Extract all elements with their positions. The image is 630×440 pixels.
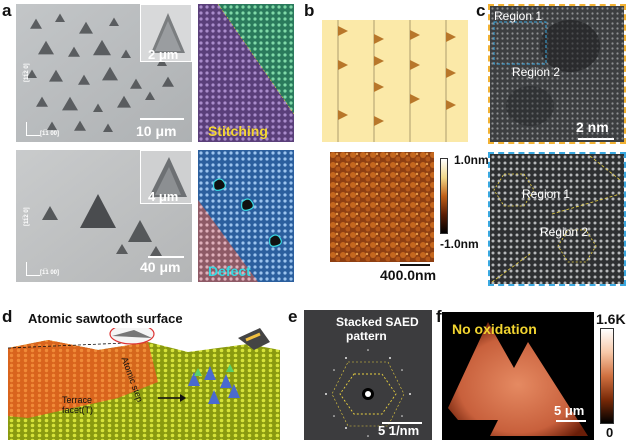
stem-image-bottom bbox=[488, 152, 626, 286]
panel-letter-d: d bbox=[2, 307, 13, 326]
sem-top-scalebar bbox=[140, 118, 184, 120]
sawtooth-title: Atomic sawtooth surface bbox=[28, 311, 183, 326]
facet-label: facet(T) bbox=[62, 405, 94, 415]
raman-map-image bbox=[442, 312, 594, 440]
raman-colorbar-max: 1.6K bbox=[596, 311, 626, 327]
sem-bottom-axis-h-line bbox=[26, 275, 40, 276]
panel-letter-c: c bbox=[476, 1, 486, 20]
sem-bottom-inset bbox=[140, 150, 192, 204]
sem-bottom-scalebar bbox=[148, 256, 184, 258]
raman-scalebar bbox=[556, 420, 586, 422]
stem-top-region1: Region 1 bbox=[494, 9, 543, 23]
sem-top-axis-horizontal: [1̅1 00] bbox=[40, 131, 60, 137]
sem-bottom-scale-label: 40 μm bbox=[140, 259, 181, 275]
sem-top-inset bbox=[140, 4, 192, 62]
stem-top-region2: Region 2 bbox=[512, 65, 561, 79]
sem-top-inset-scale: 2 μm bbox=[148, 47, 179, 62]
afm-colorbar-min: -1.0nm bbox=[440, 237, 479, 251]
raman-colorbar-min: 0 bbox=[606, 425, 614, 440]
sem-bottom-axis-vertical: [11̅2 0] bbox=[24, 207, 30, 226]
sem-top-axis-v-line bbox=[26, 122, 27, 136]
saed-pattern-image bbox=[304, 310, 432, 440]
saed-scale-label: 5 1/nm bbox=[378, 423, 420, 438]
stem-top-scalebar bbox=[578, 138, 614, 140]
growth-schematic bbox=[322, 20, 468, 142]
sem-bottom-inset-scale: 4 μm bbox=[148, 189, 179, 204]
saed-title-line2: pattern bbox=[346, 329, 387, 343]
saed-title-line1: Stacked SAED bbox=[336, 315, 419, 329]
stem-bottom-region2: Region 2 bbox=[540, 225, 589, 239]
raman-scale-label: 5 μm bbox=[554, 403, 585, 418]
sem-top-axis-h-line bbox=[26, 135, 40, 136]
stitching-label: Stitching bbox=[208, 123, 268, 139]
atomic-image-stitching bbox=[198, 4, 294, 142]
afm-image bbox=[330, 152, 434, 262]
afm-scalebar bbox=[400, 264, 430, 266]
sem-bottom-axis-horizontal: [1̅1 00] bbox=[40, 270, 60, 276]
afm-colorbar bbox=[440, 158, 448, 234]
atomic-image-defect bbox=[198, 150, 294, 282]
sem-top-axis-vertical: [11̅2 0] bbox=[24, 63, 30, 82]
panel-letter-a: a bbox=[2, 1, 12, 20]
afm-scale-label: 400.0nm bbox=[380, 267, 437, 283]
stem-top-scale-label: 2 nm bbox=[576, 119, 609, 135]
panel-letter-e: e bbox=[288, 307, 298, 326]
afm-colorbar-max: 1.0nm bbox=[454, 153, 489, 167]
panel-letter-b: b bbox=[304, 1, 315, 20]
sem-bottom-axis-v-line bbox=[26, 262, 27, 276]
defect-label: Defect bbox=[208, 263, 251, 279]
saed-scalebar bbox=[382, 422, 422, 424]
no-oxidation-label: No oxidation bbox=[452, 321, 537, 337]
sem-top-scale-label: 10 μm bbox=[136, 123, 177, 139]
terrace-label: Terrace bbox=[62, 395, 93, 405]
stem-image-top bbox=[488, 4, 626, 144]
panel-letter-f: f bbox=[436, 307, 442, 326]
sawtooth-schematic bbox=[8, 328, 280, 440]
raman-colorbar bbox=[600, 328, 614, 424]
stem-bottom-region1: Region 1 bbox=[522, 187, 571, 201]
